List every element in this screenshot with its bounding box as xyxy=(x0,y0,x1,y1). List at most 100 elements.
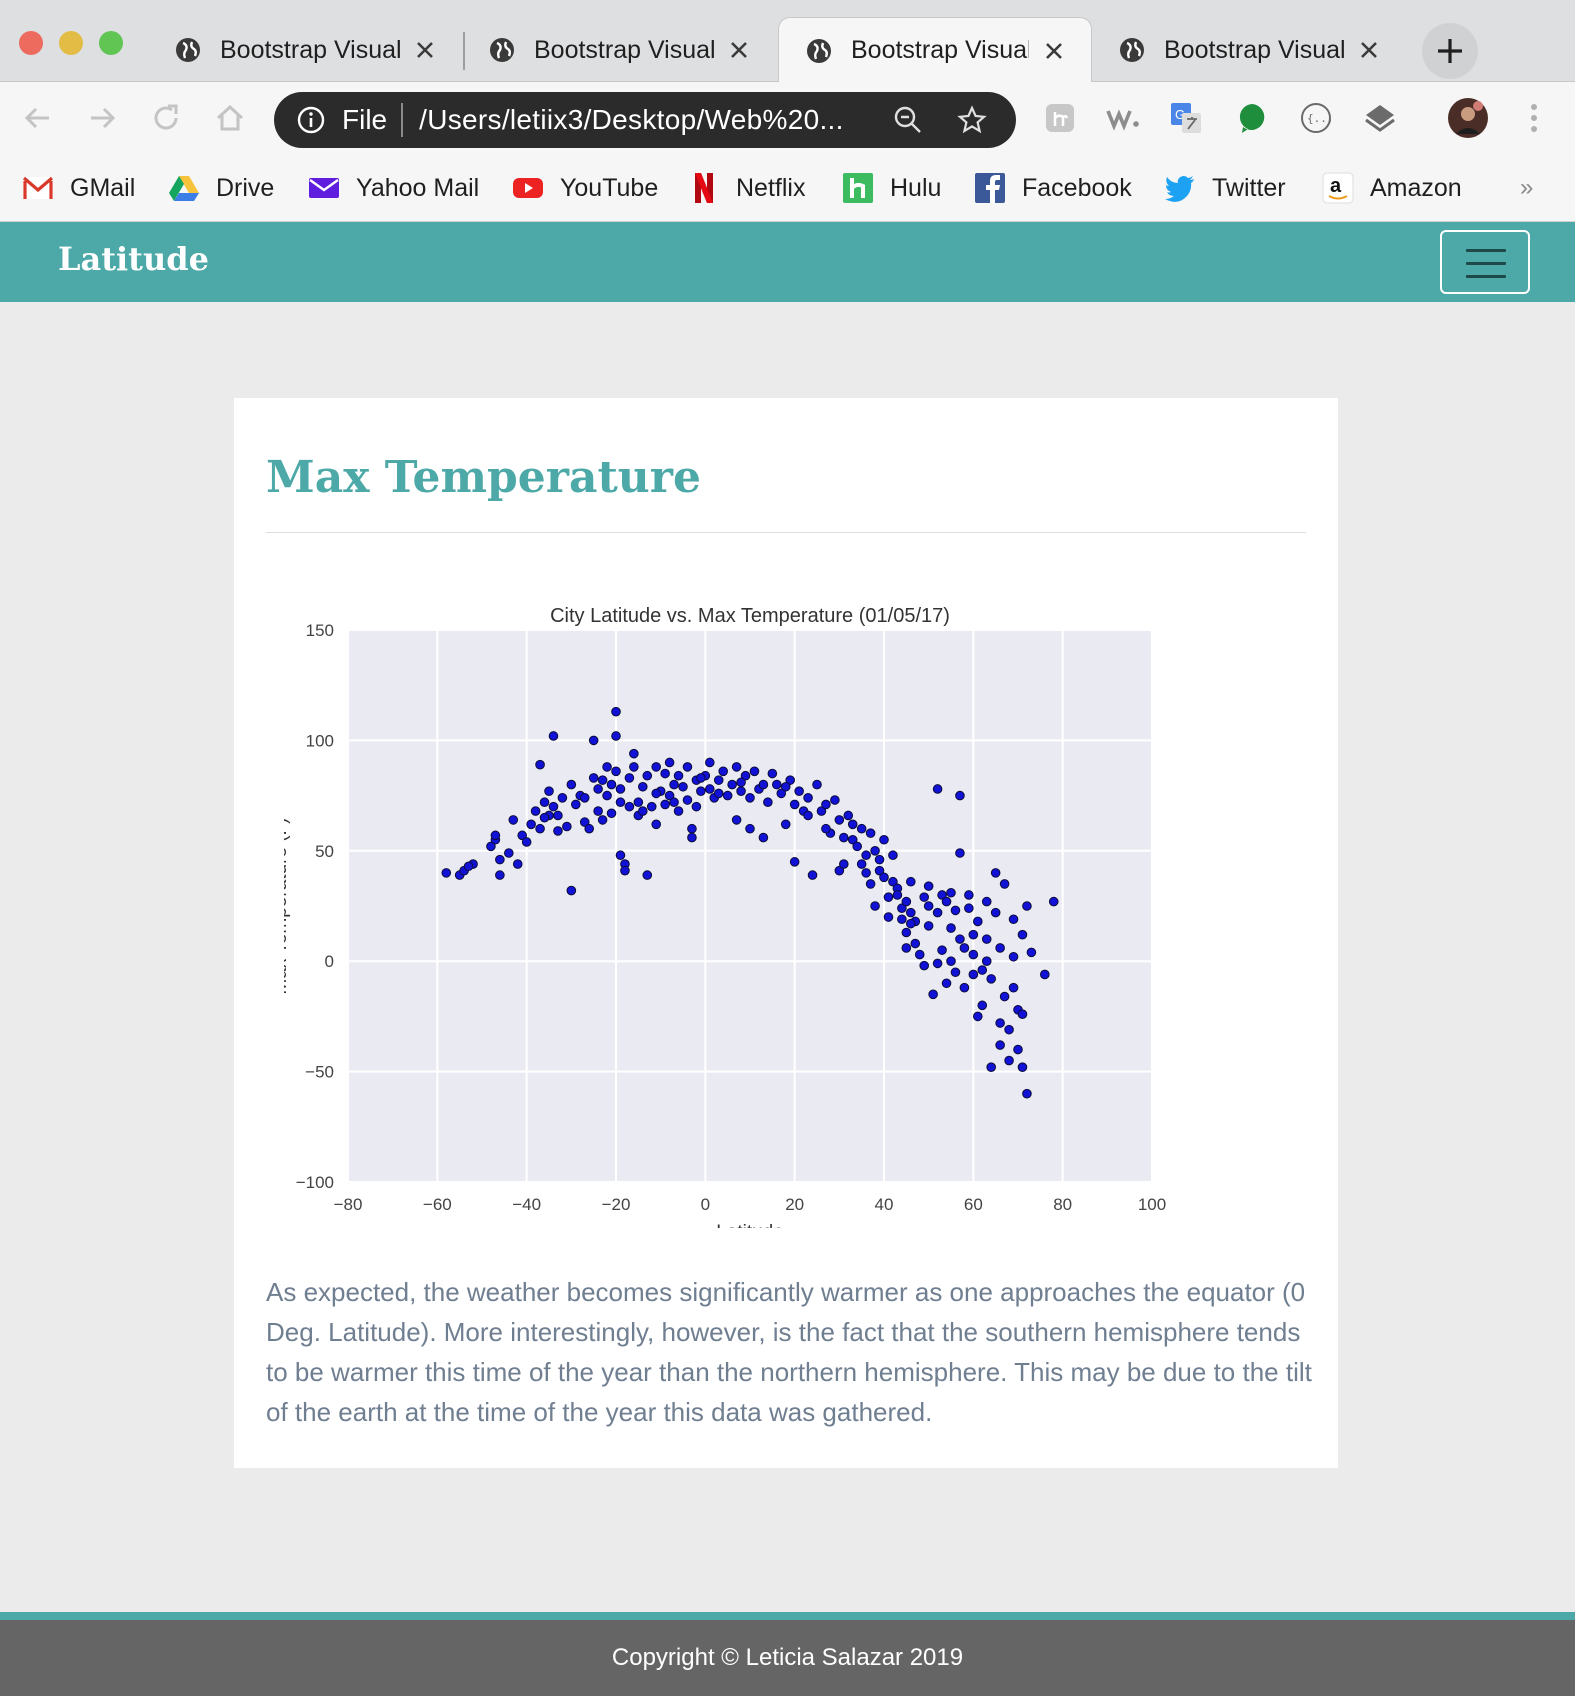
scatter-point xyxy=(615,797,626,808)
scatter-point xyxy=(861,850,871,861)
scatter-point xyxy=(923,901,934,911)
scatter-point xyxy=(941,978,952,989)
address-bar[interactable]: File /Users/letiix3/Desktop/Web%20... xyxy=(274,92,1016,148)
scatter-point xyxy=(722,790,733,801)
window-zoom-button[interactable] xyxy=(99,31,123,55)
scatter-point xyxy=(651,788,662,799)
svg-text:G: G xyxy=(1175,107,1185,122)
bookmark-label: Yahoo Mail xyxy=(356,173,480,202)
bookmark-gmail[interactable]: GMail xyxy=(22,168,135,208)
scatter-point xyxy=(861,868,871,878)
profile-avatar[interactable] xyxy=(1448,98,1488,138)
page-title: Max Temperature xyxy=(266,452,701,503)
netflix-icon xyxy=(688,172,720,204)
scatter-point xyxy=(990,868,1001,878)
home-button[interactable] xyxy=(208,96,252,140)
svg-text:a: a xyxy=(1330,175,1342,197)
scatter-point xyxy=(981,956,992,967)
browser-tab-3-active[interactable]: Bootstrap Visual xyxy=(778,17,1092,83)
info-icon[interactable] xyxy=(296,105,326,135)
extension-hand-icon xyxy=(1046,104,1074,132)
scatter-point xyxy=(977,965,988,975)
extension-button[interactable]: G xyxy=(1166,98,1206,138)
scatter-point xyxy=(566,779,577,790)
scatter-point xyxy=(539,797,550,808)
scatter-point xyxy=(1008,982,1019,993)
scatter-point xyxy=(1017,929,1028,940)
scatter-point xyxy=(852,841,863,852)
window-close-button[interactable] xyxy=(19,31,43,55)
scatter-point xyxy=(772,779,782,790)
scatter-point xyxy=(664,790,675,801)
scatter-point xyxy=(839,859,849,869)
navbar-brand[interactable]: Latitude xyxy=(58,240,209,278)
bookmark-label: Hulu xyxy=(890,173,942,202)
forward-button[interactable] xyxy=(80,96,124,140)
chart-title: City Latitude vs. Max Temperature (01/05… xyxy=(550,605,950,627)
browser-tab-2[interactable]: Bootstrap Visual xyxy=(462,17,776,83)
bookmark-youtube[interactable]: YouTube xyxy=(512,168,658,208)
bookmark-hulu[interactable]: Hulu xyxy=(842,168,941,208)
bookmark-yahoo-mail[interactable]: Yahoo Mail xyxy=(308,168,479,208)
bookmark-star-button[interactable] xyxy=(952,100,992,140)
bookmark-twitter[interactable]: Twitter xyxy=(1164,168,1286,208)
tab-close-icon[interactable] xyxy=(1354,35,1384,65)
scatter-point xyxy=(718,766,729,777)
scatter-point xyxy=(713,788,724,799)
scatter-point xyxy=(937,890,947,900)
reload-button[interactable] xyxy=(144,96,188,140)
bookmark-facebook[interactable]: Facebook xyxy=(974,168,1132,208)
scatter-point xyxy=(932,907,943,918)
scatter-point xyxy=(579,793,590,803)
extension-button[interactable] xyxy=(1360,98,1400,138)
hulu-icon xyxy=(842,172,874,204)
bookmark-drive[interactable]: Drive xyxy=(168,168,274,208)
scatter-point xyxy=(495,870,505,880)
browser-tab-1[interactable]: Bootstrap Visual xyxy=(148,17,462,83)
scatter-point xyxy=(763,797,773,808)
scatter-point xyxy=(789,799,800,810)
url-text[interactable]: /Users/letiix3/Desktop/Web%20... xyxy=(419,104,844,135)
bookmark-netflix[interactable]: Netflix xyxy=(688,168,805,208)
bookmark-label: Twitter xyxy=(1212,173,1286,202)
browser-menu-button[interactable] xyxy=(1514,98,1554,138)
scatter-point xyxy=(749,766,760,777)
extension-button[interactable] xyxy=(1040,98,1080,138)
arrow-left-icon xyxy=(24,107,49,129)
drive-icon xyxy=(168,172,200,204)
extension-button[interactable] xyxy=(1232,98,1272,138)
bookmarks-overflow-chevron[interactable]: » xyxy=(1520,174,1534,201)
scatter-point xyxy=(548,801,559,812)
x-tick-label: −40 xyxy=(512,1195,541,1214)
scatter-point xyxy=(883,892,894,902)
extension-button[interactable] xyxy=(1104,98,1144,138)
extension-button[interactable]: {...} xyxy=(1296,98,1336,138)
scatter-point xyxy=(901,927,912,938)
scatter-point xyxy=(557,793,568,803)
scatter-point xyxy=(767,768,778,779)
scatter-point xyxy=(731,762,742,772)
tab-close-icon[interactable] xyxy=(410,35,440,65)
navbar-toggler-button[interactable] xyxy=(1440,230,1530,294)
tab-close-icon[interactable] xyxy=(724,35,754,65)
bookmark-label: Drive xyxy=(216,173,275,202)
new-tab-button[interactable] xyxy=(1422,23,1478,79)
bookmark-amazon[interactable]: a Amazon xyxy=(1322,168,1462,208)
tab-close-icon[interactable] xyxy=(1039,36,1069,66)
scatter-point xyxy=(968,949,979,960)
window-minimize-button[interactable] xyxy=(59,31,83,55)
scatter-chart: −80 −60 −40 −20 0 20 40 60 80 100 −100 −50 0 50 100 150… xyxy=(284,605,1166,1228)
scatter-point xyxy=(973,916,983,927)
scatter-point xyxy=(1022,1088,1032,1099)
scatter-point xyxy=(624,773,635,783)
scatter-point xyxy=(606,808,617,819)
scatter-point xyxy=(660,799,670,810)
amazon-icon: a xyxy=(1322,172,1354,204)
back-button[interactable] xyxy=(16,96,60,140)
zoom-button[interactable] xyxy=(888,100,928,140)
browser-tab-4[interactable]: Bootstrap Visual xyxy=(1092,17,1406,83)
scatter-point xyxy=(999,991,1010,1002)
scatter-point xyxy=(870,901,880,911)
scatter-point xyxy=(548,731,559,741)
scatter-point xyxy=(646,801,657,812)
